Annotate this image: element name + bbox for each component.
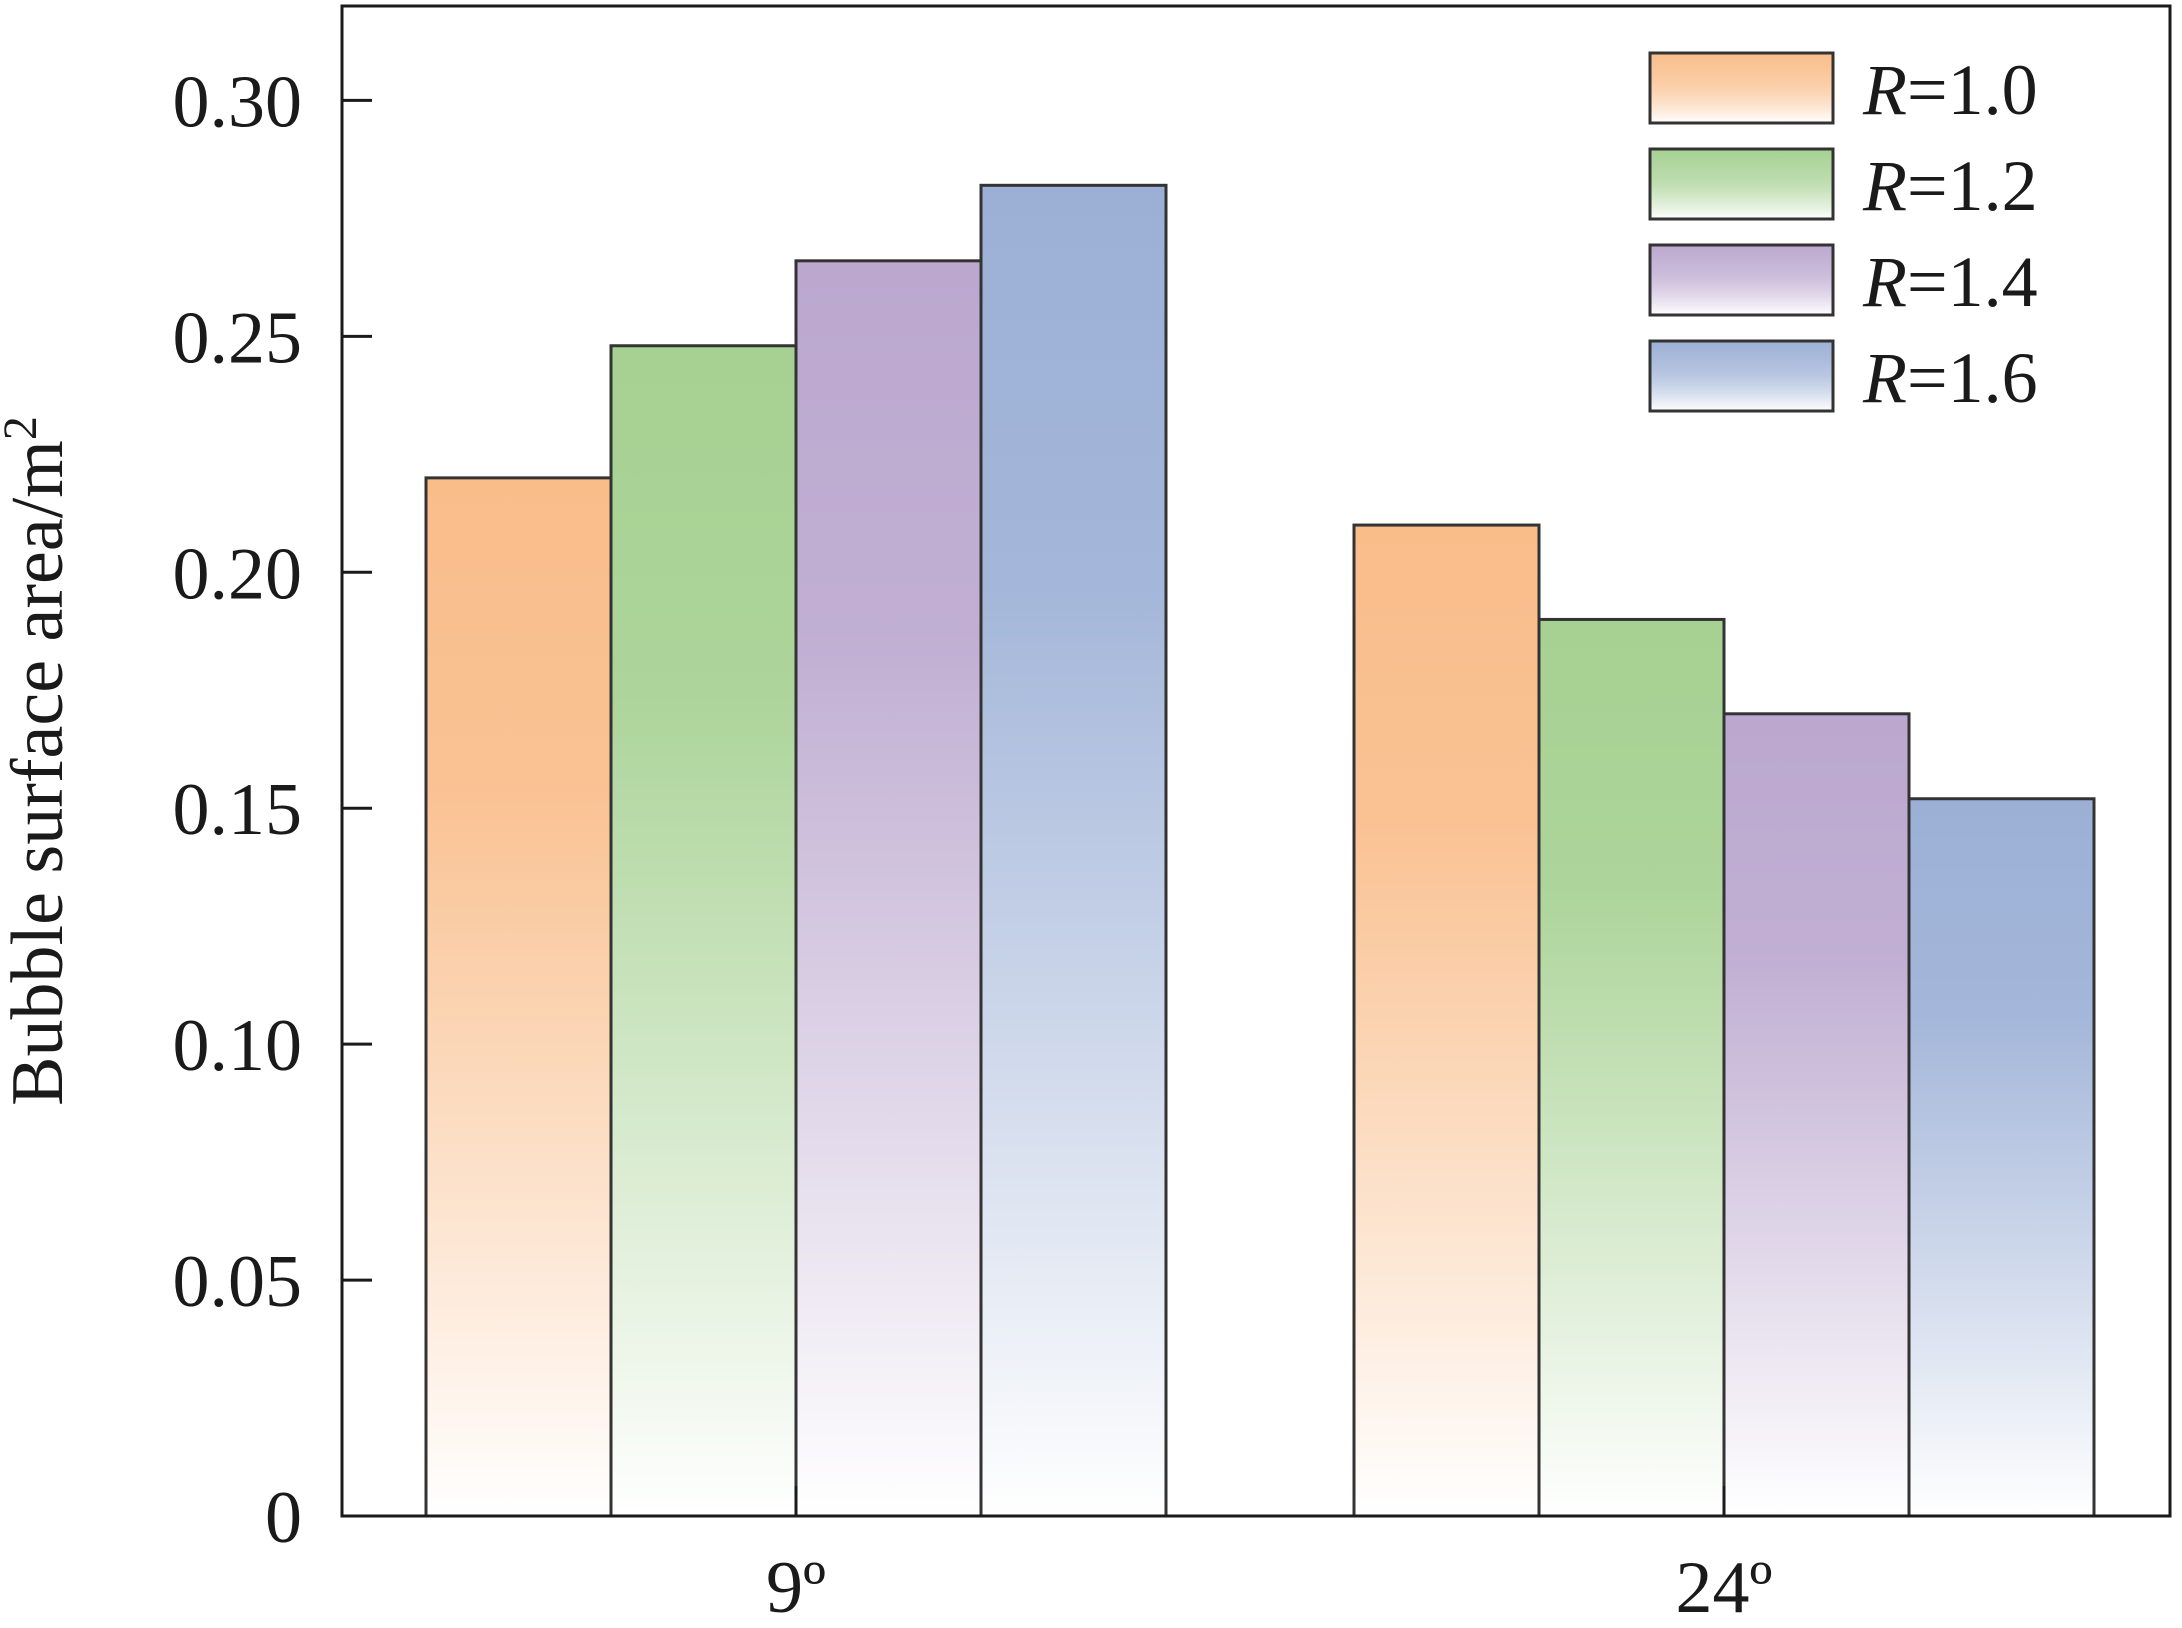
legend-label-2: R=1.4 xyxy=(1862,242,2038,322)
y-tick-label: 0.10 xyxy=(173,1005,303,1087)
legend-label-0: R=1.0 xyxy=(1862,50,2038,130)
legend-swatch-0 xyxy=(1648,51,1835,125)
y-axis-title-text: Bubble surface area/m xyxy=(0,440,79,1106)
legend-label-suffix: =1.6 xyxy=(1907,338,2038,418)
plot-frame xyxy=(340,4,2172,1518)
ticks-layer: 0 0.05 0.10 0.15 0.20 0.25 0.30 9º 24º xyxy=(173,61,1773,1628)
y-tick-label: 0.30 xyxy=(173,61,303,143)
bar-1-3 xyxy=(1907,797,2096,1518)
legend: R=1.0R=1.2R=1.4R=1.6 xyxy=(1648,50,2038,418)
legend-label-suffix: =1.0 xyxy=(1907,50,2038,130)
bar-1-0 xyxy=(1352,523,1541,1518)
y-axis-title-superscript: 2 xyxy=(0,416,47,440)
legend-label-prefix: R xyxy=(1862,242,1907,322)
x-tick-label: 24º xyxy=(1676,1547,1773,1628)
legend-label-suffix: =1.2 xyxy=(1907,146,2038,226)
y-tick-label: 0.25 xyxy=(173,297,303,379)
legend-swatch-3 xyxy=(1648,339,1835,413)
legend-label-prefix: R xyxy=(1862,50,1907,130)
legend-label-prefix: R xyxy=(1862,146,1907,226)
legend-label-3: R=1.6 xyxy=(1862,338,2038,418)
legend-label-suffix: =1.4 xyxy=(1907,242,2038,322)
bar-0-3 xyxy=(979,183,1168,1518)
bar-0-2 xyxy=(794,259,983,1518)
legend-swatch-1 xyxy=(1648,147,1835,221)
legend-swatch-2 xyxy=(1648,243,1835,317)
y-tick-label: 0.15 xyxy=(173,769,303,851)
y-axis-title: Bubble surface area/m2 xyxy=(0,416,79,1106)
x-tick-label: 9º xyxy=(766,1547,826,1628)
bar-1-1 xyxy=(1537,617,1726,1518)
y-tick-label: 0.05 xyxy=(173,1241,303,1323)
bar-1-2 xyxy=(1722,712,1911,1518)
legend-label-1: R=1.2 xyxy=(1862,146,2038,226)
legend-label-prefix: R xyxy=(1862,338,1907,418)
y-tick-label: 0 xyxy=(265,1477,302,1559)
bars-layer xyxy=(424,183,2096,1518)
bar-0-1 xyxy=(609,344,798,1518)
bar-0-0 xyxy=(424,476,613,1518)
y-tick-label: 0.20 xyxy=(173,533,303,615)
